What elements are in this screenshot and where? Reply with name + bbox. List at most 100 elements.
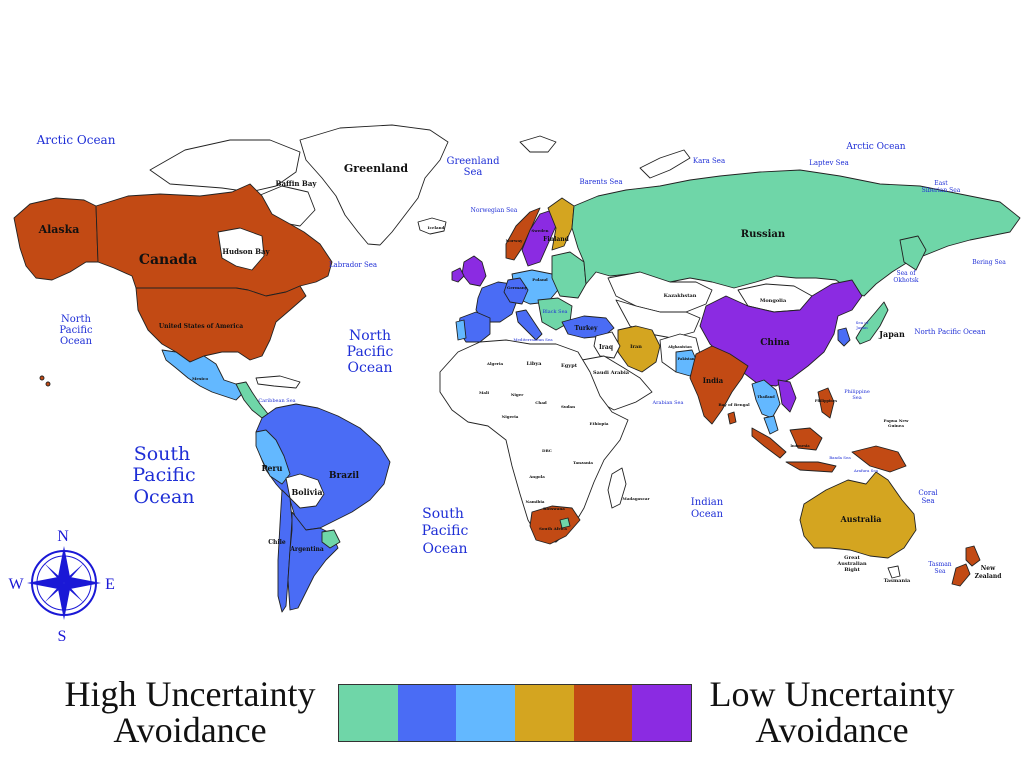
saudi-arabia-label: Saudi Arabia [593, 370, 630, 376]
compass-s-label: S [58, 628, 67, 645]
peru-label: Peru [262, 463, 283, 473]
great-australian-bight-label-1: Great [844, 555, 860, 561]
usa-shape [135, 285, 307, 363]
japan-label: Japan [878, 329, 905, 339]
black-sea-label: Black Sea [542, 309, 567, 315]
hudson-bay-label: Hudson Bay [222, 247, 270, 256]
legend-swatch-4 [515, 685, 574, 741]
south-pacific-center-label-1: South [422, 506, 464, 522]
legend-low-label: Low Uncertainty Avoidance [698, 676, 966, 748]
namibia-label: Namibia [526, 499, 545, 504]
greenland-shape [299, 124, 449, 246]
legend-swatch-1 [339, 685, 398, 741]
sri-lanka-shape [727, 411, 737, 425]
iceland-shape [417, 217, 447, 235]
south-pacific-left-label-3: Ocean [133, 486, 194, 508]
germany-shape [503, 277, 529, 305]
new-zealand-north-shape [965, 545, 981, 567]
iceland-label: Iceland [428, 225, 445, 230]
japan-shape [855, 301, 889, 345]
hawaii-island [39, 375, 45, 381]
legend-high-line-2: Avoidance [113, 710, 267, 750]
tasmania-shape [887, 565, 901, 579]
legend-high-line-1: High Uncertainty [64, 674, 316, 714]
hawaii-island-2 [45, 381, 51, 387]
compass-ne-point [64, 563, 84, 583]
africa-shape [439, 339, 629, 543]
legend-swatch-6 [632, 685, 692, 741]
libya-label: Libya [526, 361, 542, 367]
philippines-label: Philippines [815, 399, 837, 403]
new-zealand-label-2: Zealand [975, 573, 1003, 580]
india-label: India [703, 376, 724, 385]
alaska-label: Alaska [38, 223, 80, 236]
kazakhstan-shape [607, 271, 713, 313]
iraq-shape [593, 331, 621, 359]
germany-label: Germany [507, 285, 528, 290]
compass-north-point [58, 546, 70, 583]
north-pacific-left-label-2: Pacific [59, 325, 93, 336]
madagascar-label: Madagascar [622, 496, 650, 501]
legend-color-scale [338, 684, 692, 742]
turkey-label: Turkey [575, 325, 598, 332]
indian-ocean-label-1: Indian [691, 497, 724, 508]
tasman-sea-label-1: Tasman [928, 561, 951, 568]
iraq-label: Iraq [599, 344, 614, 351]
uk-shape [461, 255, 487, 287]
south-pacific-left-label-1: South [134, 443, 191, 465]
svalbard-shape [519, 135, 557, 153]
nigeria-label: Nigeria [502, 414, 519, 419]
compass-w-label: W [8, 576, 24, 593]
south-africa-label: South Africa [539, 526, 567, 531]
arabian-sea-label: Arabian Sea [652, 400, 684, 406]
ireland-shape [451, 267, 465, 283]
greenland-sea-label-1: Greenland [446, 156, 500, 167]
south-pacific-center-label-3: Ocean [423, 541, 468, 557]
north-pacific-left-label-1: North [61, 314, 92, 325]
south-pacific-center-label-2: Pacific [422, 523, 469, 539]
mongolia-label: Mongolia [760, 298, 787, 304]
north-pacific-center-label-2: Pacific [347, 344, 394, 360]
chile-label: Chile [268, 539, 286, 546]
arctic-islands-shape [149, 139, 301, 193]
compass-n-label: N [57, 528, 69, 545]
legend-swatch-3 [456, 685, 516, 741]
legend-swatch-2 [397, 685, 457, 741]
kara-sea-label: Kara Sea [693, 157, 725, 165]
iran-label: Iran [630, 344, 642, 350]
portugal-shape [455, 319, 467, 341]
papua-new-guinea-label-2: Guinea [888, 423, 904, 428]
chad-label: Chad [535, 400, 547, 405]
baffin-bay-label: Baffin Bay [276, 179, 318, 188]
sea-of-japan-label-1: Sea of [856, 320, 869, 325]
hudson-bay-shape [217, 227, 265, 271]
north-pacific-left-label-3: Ocean [60, 336, 93, 347]
uruguay-shape [321, 529, 341, 549]
bolivia-label: Bolivia [291, 487, 322, 497]
tasman-sea-label-2: Sea [934, 568, 946, 575]
niger-label: Niger [511, 392, 525, 397]
tasmania-label: Tasmania [884, 578, 911, 584]
australia-label: Australia [840, 514, 882, 524]
indian-ocean-label-2: Ocean [691, 509, 724, 520]
tanzania-label: Tanzania [573, 460, 593, 465]
thailand-label: Thailand [757, 395, 775, 399]
compass-south-point [58, 583, 70, 620]
norway-label: Norway [506, 238, 523, 243]
barents-sea-label: Barents Sea [579, 178, 622, 186]
legend-swatch-5 [573, 685, 633, 741]
vietnam-shape [777, 379, 797, 413]
coral-sea-label-2: Sea [921, 497, 934, 505]
east-siberian-sea-label-2: Siberian Sea [922, 187, 961, 194]
legend-high-label: High Uncertainty Avoidance [52, 676, 328, 748]
botswana-label: Botswana [543, 506, 565, 511]
papua-shape [851, 445, 907, 473]
caribbean-islands-shape [255, 375, 301, 389]
compass-nw-point [44, 563, 64, 583]
australia-shape [799, 471, 917, 559]
alaska-shape [13, 197, 99, 281]
great-australian-bight-label-2: Australian [836, 561, 867, 567]
argentina-label: Argentina [289, 546, 324, 553]
compass-rose: N S E W [8, 528, 114, 645]
madagascar-shape [607, 467, 627, 509]
